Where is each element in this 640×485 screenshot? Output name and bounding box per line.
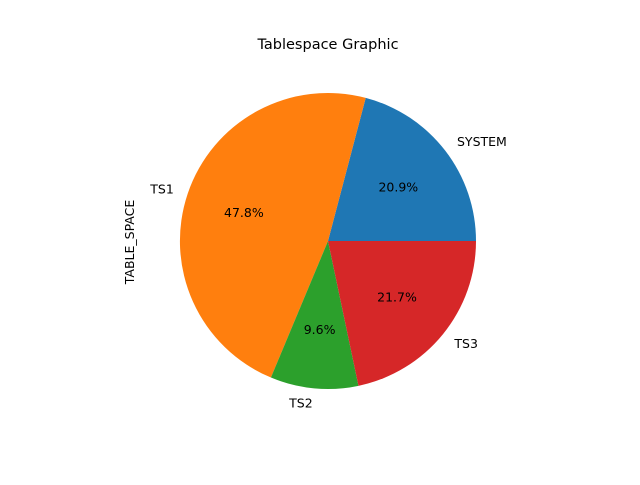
pie-labels: SYSTEM 20.9% TS1 47.8% TS2 9.6% TS3 21.7% <box>149 134 507 411</box>
pie-slice-ts1 <box>179 92 366 378</box>
pct-label-ts2: 9.6% <box>304 322 336 337</box>
pie-slice-ts3 <box>328 241 476 386</box>
pct-label-ts3: 21.7% <box>377 290 417 305</box>
pie-slice-system <box>328 97 476 241</box>
y-axis-label: TABLE_SPACE <box>122 200 137 286</box>
pie-slice-ts2 <box>270 241 359 390</box>
slice-label-ts1: TS1 <box>149 181 174 196</box>
slice-label-ts3: TS3 <box>453 336 478 351</box>
chart-title: Tablespace Graphic <box>256 37 398 53</box>
pie-slices <box>179 92 476 390</box>
pct-label-system: 20.9% <box>378 179 418 194</box>
pct-label-ts1: 47.8% <box>224 205 264 220</box>
slice-label-ts2: TS2 <box>288 396 313 411</box>
slice-label-system: SYSTEM <box>457 134 507 149</box>
